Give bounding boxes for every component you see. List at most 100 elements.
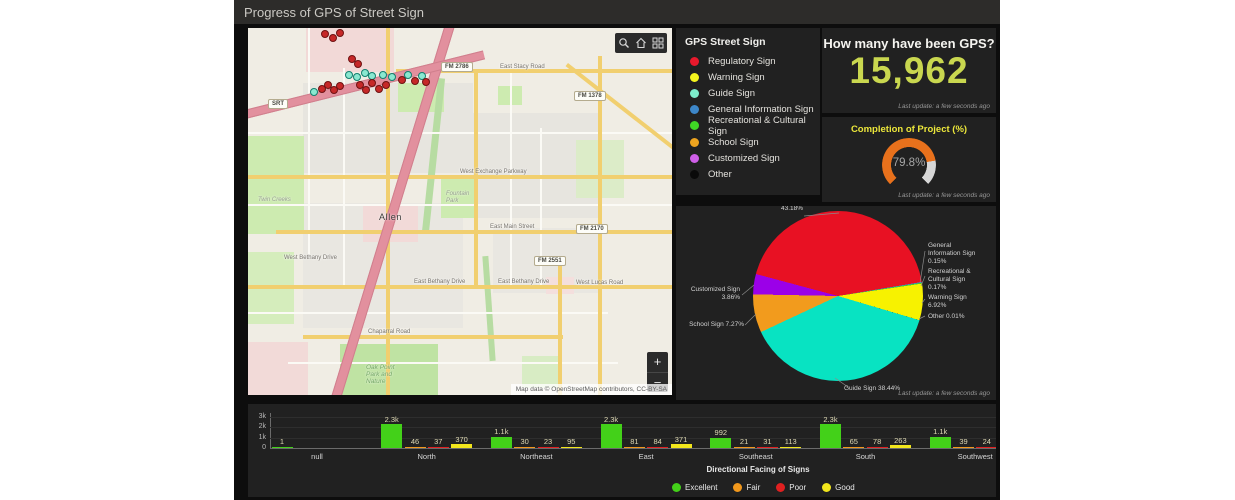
bar-good[interactable]: [889, 445, 911, 448]
bar-good[interactable]: [451, 444, 473, 448]
bar-fair[interactable]: [733, 446, 755, 448]
bar-legend-label: Poor: [789, 483, 807, 492]
pie-slice-label: Other 0.01%: [928, 313, 965, 320]
legend-swatch-icon: [690, 121, 699, 131]
map-marker-red[interactable]: [330, 86, 338, 94]
bar-poor[interactable]: [866, 446, 888, 448]
bar-legend-item: Excellent: [672, 483, 717, 492]
bar-good[interactable]: [670, 444, 692, 448]
map-marker-red[interactable]: [336, 29, 344, 37]
legend-items: Regulatory Sign Warning Sign Guide Sign Gen…: [676, 53, 820, 183]
bar-good[interactable]: [780, 446, 802, 448]
map-marker-red[interactable]: [362, 86, 370, 94]
pie-slice-label: Guide Sign 38.44%: [844, 385, 901, 392]
bar-chart-legend: Excellent Fair Poor Good: [672, 483, 855, 492]
legend-swatch-icon: [690, 72, 699, 82]
zoom-out-button[interactable]: −: [653, 374, 662, 390]
map-marker-red[interactable]: [398, 76, 406, 84]
map-marker-red[interactable]: [368, 79, 376, 87]
page-title: Progress of GPS of Street Sign: [244, 4, 424, 20]
dashboard-header: Progress of GPS of Street Sign: [234, 0, 1000, 24]
map-minor-road: [308, 28, 310, 258]
bar-fair[interactable]: [843, 446, 865, 448]
map-marker-red[interactable]: [375, 85, 383, 93]
bar-value-label: 30: [520, 437, 529, 447]
pie-slice-label: Regulatory Sign43.18%: [780, 206, 804, 212]
map-marker-red[interactable]: [318, 85, 326, 93]
pie-chart[interactable]: [753, 211, 923, 381]
map-marker-cyan[interactable]: [379, 71, 387, 79]
map-marker-cyan[interactable]: [404, 71, 412, 79]
map-canvas[interactable]: SRT FM 2786 FM 1378 FM 2170 FM 2551 East Stac…: [248, 28, 672, 395]
bar-excellent[interactable]: [600, 424, 622, 448]
map-marker-cyan[interactable]: [388, 73, 396, 81]
legend-swatch-icon: [690, 137, 699, 147]
map-label-park: Oak Point Park and Nature: [366, 364, 395, 385]
map-marker-red[interactable]: [329, 34, 337, 42]
map-arterial-road: [248, 285, 672, 289]
map-marker-red[interactable]: [356, 81, 364, 89]
bar-excellent[interactable]: [381, 424, 403, 448]
pie-leader-lines: [741, 212, 926, 388]
bar-value-label: 992: [714, 428, 728, 438]
dashboard: Progress of GPS of Street Sign: [234, 0, 1000, 500]
bar-excellent[interactable]: [710, 437, 732, 448]
bar-poor[interactable]: [976, 446, 996, 448]
map-marker-cyan[interactable]: [345, 71, 353, 79]
bar-value-label: 263: [894, 435, 907, 445]
legend-dot-icon: [672, 483, 681, 492]
map-marker-cyan[interactable]: [353, 73, 361, 81]
legend-item-label: Warning Sign: [708, 71, 765, 83]
bar-excellent[interactable]: [490, 436, 512, 448]
map-marker-red[interactable]: [382, 81, 390, 89]
bar-value-label: 2.3k: [823, 414, 838, 424]
map-marker-red[interactable]: [411, 77, 419, 85]
map-label-shield: FM 2786: [441, 62, 473, 72]
bar-value-label: 1: [279, 437, 285, 447]
pie-slice-label: Warning Sign 6.92%: [928, 294, 967, 309]
bar-poor[interactable]: [756, 446, 778, 448]
map-marker-red[interactable]: [336, 82, 344, 90]
bar-good[interactable]: [560, 446, 582, 448]
map-park-area: [441, 178, 474, 218]
bar-value-label: 21: [739, 437, 749, 447]
bar-value-label: 1.1k: [494, 427, 509, 437]
bar-poor[interactable]: [647, 446, 669, 448]
map-marker-cyan[interactable]: [310, 88, 318, 96]
map-label-shield: FM 2551: [534, 256, 566, 266]
bar-excellent[interactable]: [271, 446, 293, 448]
legend-item-label: Other: [708, 168, 732, 180]
bar-value-label: 39: [959, 437, 968, 447]
map-label-shield: FM 1378: [574, 91, 606, 101]
bar-excellent[interactable]: [820, 424, 841, 448]
bar-poor[interactable]: [537, 446, 559, 448]
bar-fair[interactable]: [514, 446, 536, 448]
map-label-place: Allen: [379, 212, 403, 222]
zoom-in-button[interactable]: +: [647, 352, 668, 373]
x-axis-line: [270, 448, 996, 449]
basemap-grid-icon[interactable]: [652, 37, 664, 49]
legend-swatch-icon: [690, 88, 699, 98]
bar-fair[interactable]: [623, 446, 645, 448]
map-marker-red[interactable]: [354, 60, 362, 68]
bar-value-label: 2.3k: [604, 414, 619, 424]
bar-fair[interactable]: [953, 446, 974, 448]
map-label-locality: Twin Creeks: [258, 197, 291, 203]
map-marker-red[interactable]: [422, 78, 430, 86]
map-arterial-road: [474, 69, 478, 289]
home-icon[interactable]: [635, 37, 647, 49]
map-marker-red[interactable]: [321, 30, 329, 38]
bar-gridline: [270, 417, 996, 418]
map-marker-red[interactable]: [348, 55, 356, 63]
legend-item-label: Guide Sign: [708, 87, 756, 99]
bar-poor[interactable]: [427, 446, 449, 448]
bar-legend-label: Good: [835, 483, 855, 492]
map-marker-red[interactable]: [324, 81, 332, 89]
legend-swatch-icon: [690, 153, 699, 163]
bar-category-label: Southeast: [738, 452, 773, 461]
bar-fair[interactable]: [404, 446, 426, 448]
indicator-last-update: Last update: a few seconds ago: [898, 103, 990, 110]
bar-excellent[interactable]: [929, 436, 951, 448]
search-icon[interactable]: [618, 37, 630, 49]
map-panel[interactable]: SRT FM 2786 FM 1378 FM 2170 FM 2551 East Stac…: [248, 28, 672, 395]
